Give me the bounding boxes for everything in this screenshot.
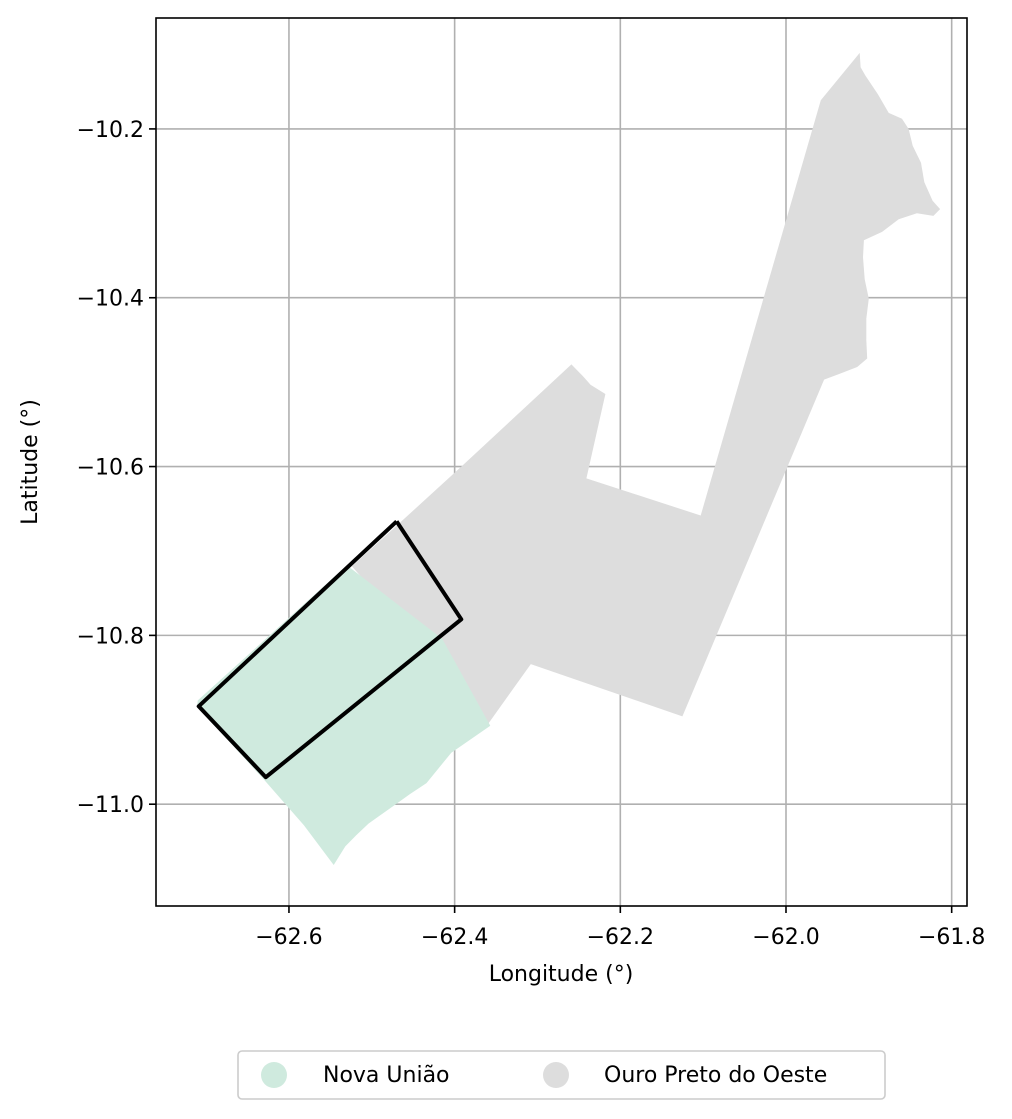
x-tick-label: −62.6 — [255, 925, 322, 950]
x-tick-label: −62.4 — [421, 925, 488, 950]
x-tick-label: −62.2 — [587, 925, 654, 950]
bounding-box-layer — [196, 519, 464, 780]
legend-label-nova-uniao: Nova União — [323, 1063, 450, 1088]
y-tick-label: −10.6 — [77, 456, 144, 481]
y-tick-label: −10.4 — [77, 287, 144, 312]
y-tick-label: −10.8 — [77, 624, 144, 649]
y-axis-ticks: −10.2 −10.4 −10.6 −10.8 −11.0 — [77, 118, 156, 818]
legend-swatch-ouro-preto-do-oeste — [543, 1062, 569, 1088]
x-axis-ticks: −62.6 −62.4 −62.2 −62.0 −61.8 — [255, 906, 985, 950]
plot-frame — [155, 17, 968, 907]
legend-label-ouro-preto-do-oeste: Ouro Preto do Oeste — [604, 1063, 827, 1088]
y-tick-label: −11.0 — [77, 793, 144, 818]
x-axis-title: Longitude (°) — [489, 962, 634, 987]
y-tick-label: −10.2 — [77, 118, 144, 143]
legend-swatch-nova-uniao — [261, 1062, 287, 1088]
legend: Nova União Ouro Preto do Oeste — [237, 1050, 886, 1100]
bounding-box-outline — [196, 519, 464, 780]
x-tick-label: −62.0 — [752, 925, 819, 950]
region-ouro-preto-do-oeste — [351, 52, 941, 724]
y-axis-title: Latitude (°) — [18, 399, 43, 525]
x-tick-label: −61.8 — [918, 925, 985, 950]
